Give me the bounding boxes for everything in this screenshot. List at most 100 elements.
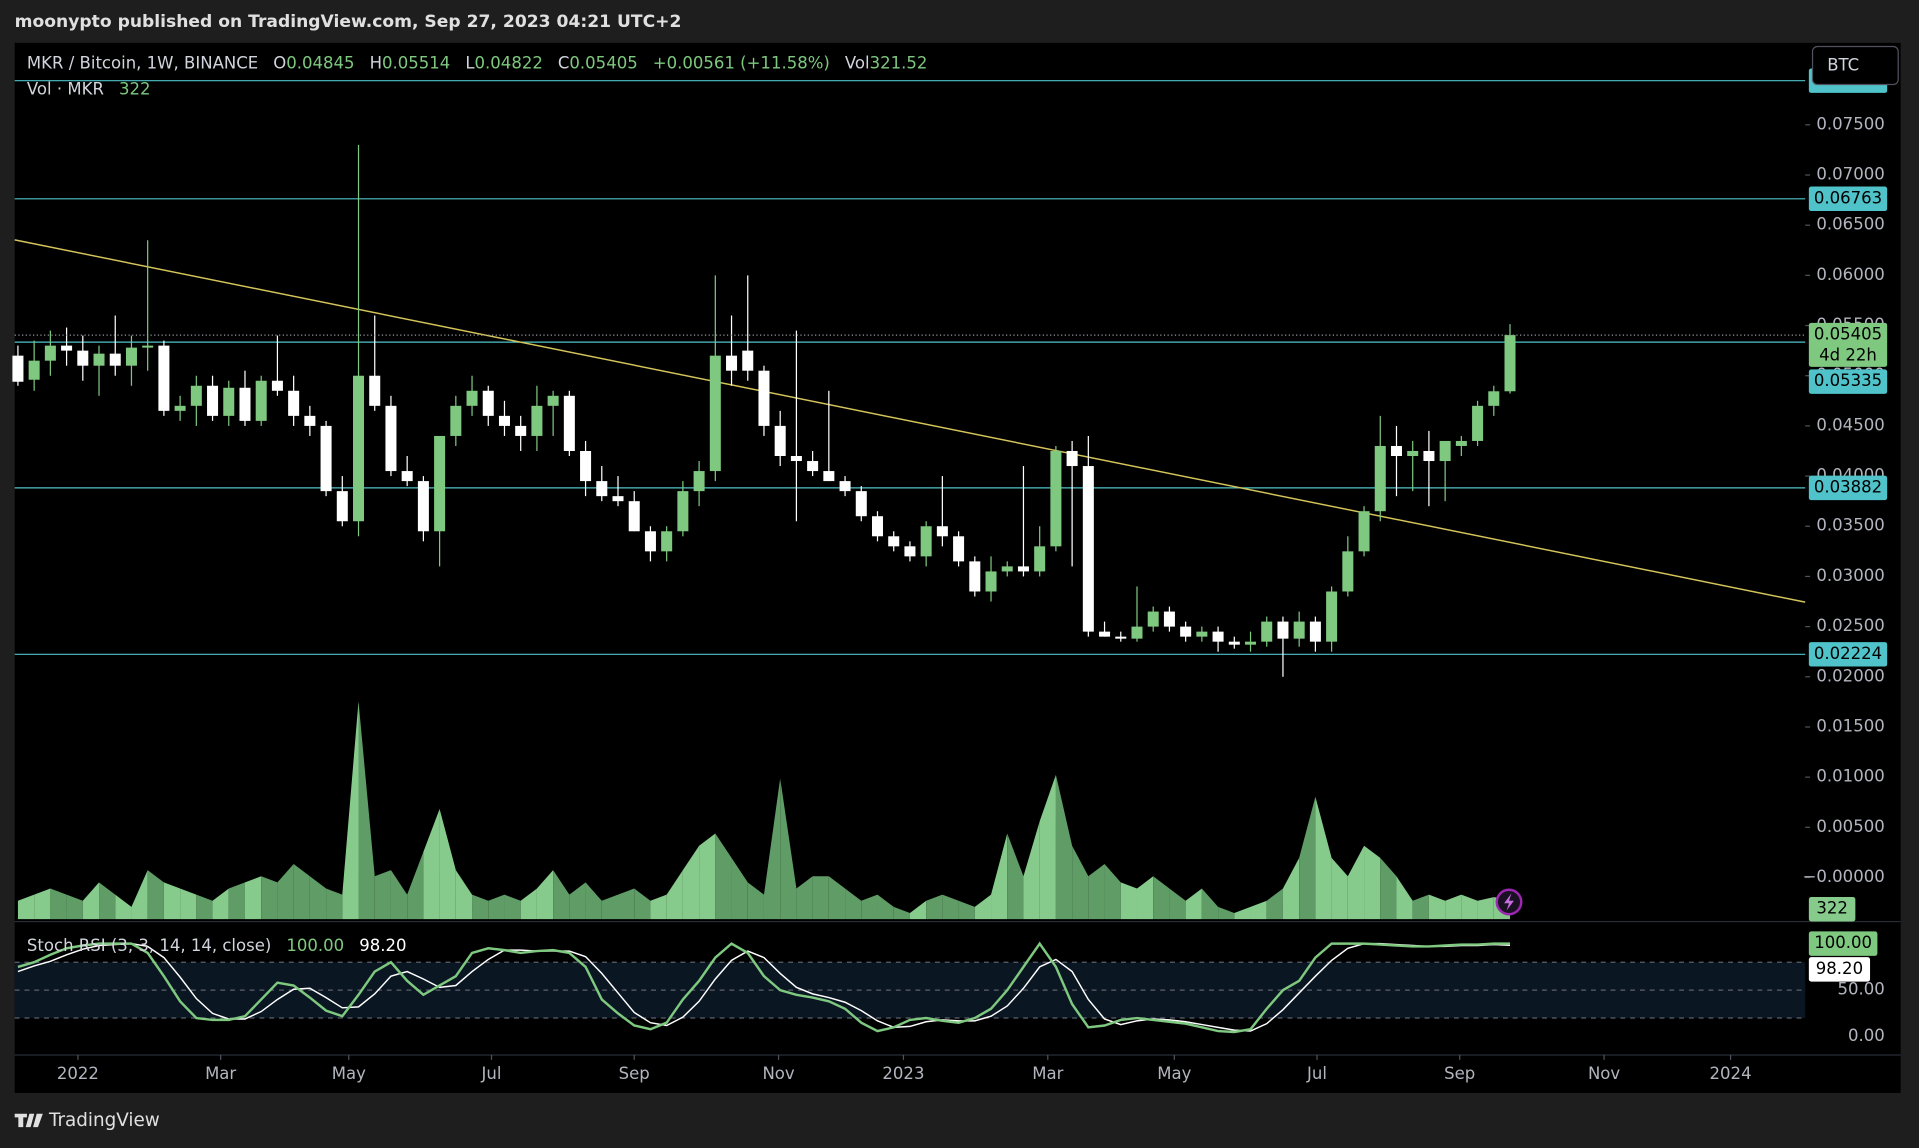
x-tick-label: 2023 (882, 1064, 924, 1083)
x-tick-label: Nov (1588, 1064, 1620, 1083)
volume-area (1136, 876, 1154, 920)
volume-area (390, 870, 408, 920)
stoch-d-line (17, 942, 1511, 1032)
volume-area (407, 851, 424, 920)
x-tick-label: May (1157, 1064, 1191, 1083)
volume-area (277, 864, 294, 920)
volume-legend: Vol · MKR 322 (27, 79, 151, 98)
candle-body (450, 405, 462, 436)
volume-area (1169, 888, 1186, 920)
candle-body (223, 387, 235, 416)
volume-area (1039, 774, 1056, 920)
current-price-box (1808, 322, 1888, 367)
y-tick-label: 0.07500 (1816, 114, 1884, 133)
y-tick-label: 0.04500 (1816, 415, 1884, 434)
alert-icon[interactable] (1495, 888, 1523, 916)
close-value: 0.05405 (569, 53, 637, 72)
volume-area (326, 888, 343, 920)
candle-body (288, 390, 300, 416)
candle-body (1196, 631, 1208, 637)
brand-name: TradingView (48, 1110, 160, 1131)
symbol: MKR / Bitcoin, 1W, BINANCE (27, 53, 258, 72)
candle-body (1228, 641, 1240, 645)
stoch-d-last: 98.20 (359, 936, 406, 955)
volume-area (1055, 774, 1073, 920)
y-tick-label: 0.07000 (1816, 165, 1884, 184)
candle-body (125, 347, 137, 366)
candle-body (904, 546, 916, 557)
volume-area (1412, 894, 1429, 920)
volume-area (1445, 894, 1462, 920)
volume-area (309, 876, 327, 920)
volume-area (1007, 833, 1024, 920)
ohlc-label: O (273, 53, 286, 72)
volume-area (488, 894, 505, 920)
volume-area (147, 870, 164, 920)
volume-area (261, 876, 278, 920)
alert-bolt (1504, 893, 1514, 911)
candle-body (61, 345, 73, 351)
high-value: 0.05514 (382, 53, 450, 72)
volume-area (472, 894, 489, 920)
y-tick-label: 0.03500 (1816, 516, 1884, 535)
x-tick-label: May (332, 1064, 366, 1083)
candle-body (1082, 466, 1094, 632)
volume-area (358, 701, 375, 920)
candle-body (726, 355, 738, 371)
candle-body (1439, 440, 1451, 462)
level-box (1808, 369, 1888, 394)
stoch-k-line (17, 941, 1511, 1034)
candle-body (28, 360, 40, 380)
volume-area (163, 882, 181, 920)
candle-body (709, 355, 721, 472)
volume-area (958, 900, 975, 920)
volume-area (1088, 864, 1105, 920)
candle-body (336, 491, 348, 522)
candle-body (823, 471, 835, 482)
y-tick-label: −0.00000 (1803, 867, 1885, 886)
stoch-name: Stoch RSI (3, 3, 14, 14, close) (27, 936, 271, 955)
x-tick-label: 2024 (1710, 1064, 1752, 1083)
volume-area (682, 845, 700, 920)
candle-body (44, 345, 56, 361)
volume-area (520, 888, 537, 920)
candle-body (255, 380, 267, 421)
stoch-k-last: 100.00 (286, 936, 344, 955)
volume-area (666, 870, 683, 920)
candle-body (580, 450, 592, 482)
button-frame (1811, 45, 1899, 86)
candle-body (1504, 335, 1516, 392)
volume-area (845, 888, 862, 920)
volume-area (1266, 888, 1283, 920)
candle-body (807, 461, 819, 472)
volume-area (1299, 796, 1316, 920)
x-tick-label: Nov (762, 1064, 794, 1083)
candle-body (304, 415, 316, 426)
open-value: 0.04845 (286, 53, 354, 72)
candle-body (596, 481, 608, 497)
volume-area (1315, 796, 1332, 920)
candle-body (1131, 626, 1143, 639)
y-tick-label: 0.01000 (1816, 767, 1884, 786)
volume-area (731, 857, 748, 920)
currency-button[interactable]: BTC (1811, 45, 1899, 86)
brand-logo (14, 1113, 43, 1128)
volume-area (1120, 882, 1137, 920)
volume-area (861, 894, 878, 920)
x-tick-label: 2022 (57, 1064, 99, 1083)
candle-body (1488, 391, 1500, 406)
countdown-label: 4d 22h (1819, 345, 1877, 364)
candle-body (190, 385, 202, 406)
candle-body (628, 501, 640, 532)
candle-body (953, 536, 965, 562)
volume-area (1396, 876, 1413, 920)
volume-area (812, 876, 829, 920)
volume-last-box (1808, 897, 1856, 922)
volume-area (17, 894, 35, 920)
volume-area (504, 894, 521, 920)
candle-body (482, 390, 494, 416)
volume-area (553, 870, 570, 920)
level-label: 0.06763 (1814, 188, 1882, 207)
candle-body (871, 516, 884, 537)
